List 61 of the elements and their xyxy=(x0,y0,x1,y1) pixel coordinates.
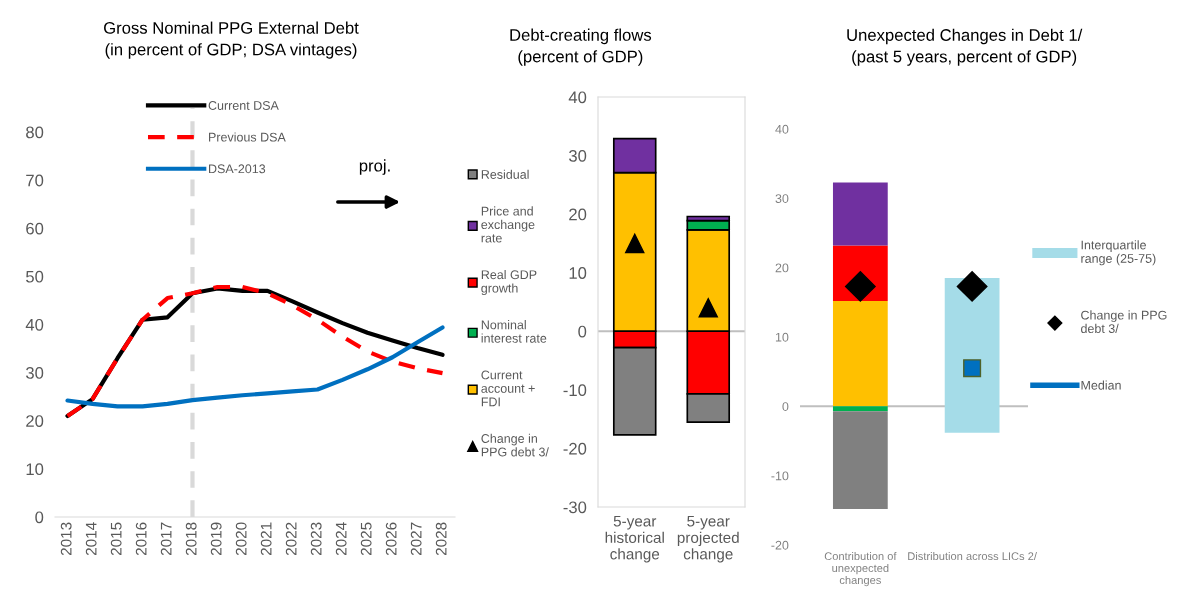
x-tick-label: 2022 xyxy=(285,522,297,556)
y-tick-label: 70 xyxy=(26,174,44,187)
x-tick-label: 2017 xyxy=(160,522,172,556)
y-tick-label: -10 xyxy=(563,384,587,397)
y-tick-label: -10 xyxy=(771,471,789,481)
x-tick-label: 5-year historical change xyxy=(605,515,664,563)
legend-label: Median xyxy=(1081,380,1121,390)
x-tick-label: 2014 xyxy=(85,522,97,556)
y-tick-label: 40 xyxy=(25,318,44,331)
x-tick-label: 2016 xyxy=(135,522,147,556)
y-tick-label: 10 xyxy=(569,267,587,279)
x-tick-label: 2026 xyxy=(385,522,397,556)
y-tick-label: 30 xyxy=(568,149,587,162)
legend-label: Interquartile range (25-75) xyxy=(1081,240,1156,266)
y-tick-label: 0 xyxy=(782,402,789,411)
x-tick-label: 5-year projected change xyxy=(677,515,739,563)
y-tick-label: 0 xyxy=(578,325,587,338)
x-tick-label: 2013 xyxy=(60,522,72,556)
x-tick-label: Contribution of unexpected changes xyxy=(824,551,897,587)
legend-label: Previous DSA xyxy=(209,132,286,142)
y-tick-label: -20 xyxy=(563,442,587,455)
legend-label: Change in PPG debt 3/ xyxy=(1081,310,1167,334)
legend-label: Change in PPG debt 3/ xyxy=(481,433,549,457)
legend-label: Residual xyxy=(481,169,529,179)
chart-title: Gross Nominal PPG External Debt (in percent of GDP; DSA vintages) xyxy=(104,21,359,59)
y-tick-label: 80 xyxy=(26,126,44,139)
y-tick-label: 50 xyxy=(26,270,44,283)
chart-title: Unexpected Changes in Debt 1/ (past 5 years, percent of GDP) xyxy=(847,28,1083,66)
chart-title: Debt-creating flows (percent of GDP) xyxy=(510,28,652,66)
legend-label: Real GDP growth xyxy=(481,269,537,296)
y-tick-label: 10 xyxy=(26,463,44,476)
y-tick-label: 10 xyxy=(775,332,789,342)
x-tick-label: 2015 xyxy=(110,522,122,556)
x-tick-label: 2021 xyxy=(260,522,272,556)
y-tick-label: 20 xyxy=(775,263,789,273)
legend-label: Current DSA xyxy=(208,101,279,110)
y-tick-label: -20 xyxy=(771,540,789,550)
x-tick-label: 2024 xyxy=(335,522,347,556)
y-tick-label: 20 xyxy=(26,415,44,427)
x-tick-label: 2025 xyxy=(360,522,372,556)
y-tick-label: 0 xyxy=(35,511,44,524)
x-tick-label: 2027 xyxy=(410,522,422,556)
x-tick-label: 2020 xyxy=(235,522,247,556)
y-tick-label: 30 xyxy=(775,194,789,203)
x-tick-label: 2018 xyxy=(185,522,197,556)
x-tick-label: 2028 xyxy=(435,522,447,556)
x-tick-label: 2023 xyxy=(310,522,322,556)
line-series xyxy=(65,325,445,409)
annotation: proj. xyxy=(359,159,390,175)
y-tick-label: 60 xyxy=(26,222,44,235)
x-tick-label: Distribution across LICs 2/ xyxy=(908,551,1037,561)
legend-label: Price and exchange rate xyxy=(481,206,535,243)
y-tick-label: 40 xyxy=(568,91,587,104)
y-tick-label: -30 xyxy=(563,501,587,514)
legend-label: Current account + FDI xyxy=(481,370,535,407)
y-tick-label: 40 xyxy=(775,124,789,134)
legend-label: Nominal interest rate xyxy=(481,320,547,343)
x-tick-label: 2019 xyxy=(210,522,222,556)
y-tick-label: 30 xyxy=(25,367,44,379)
y-tick-label: 20 xyxy=(569,208,587,221)
legend-label: DSA-2013 xyxy=(209,164,266,174)
